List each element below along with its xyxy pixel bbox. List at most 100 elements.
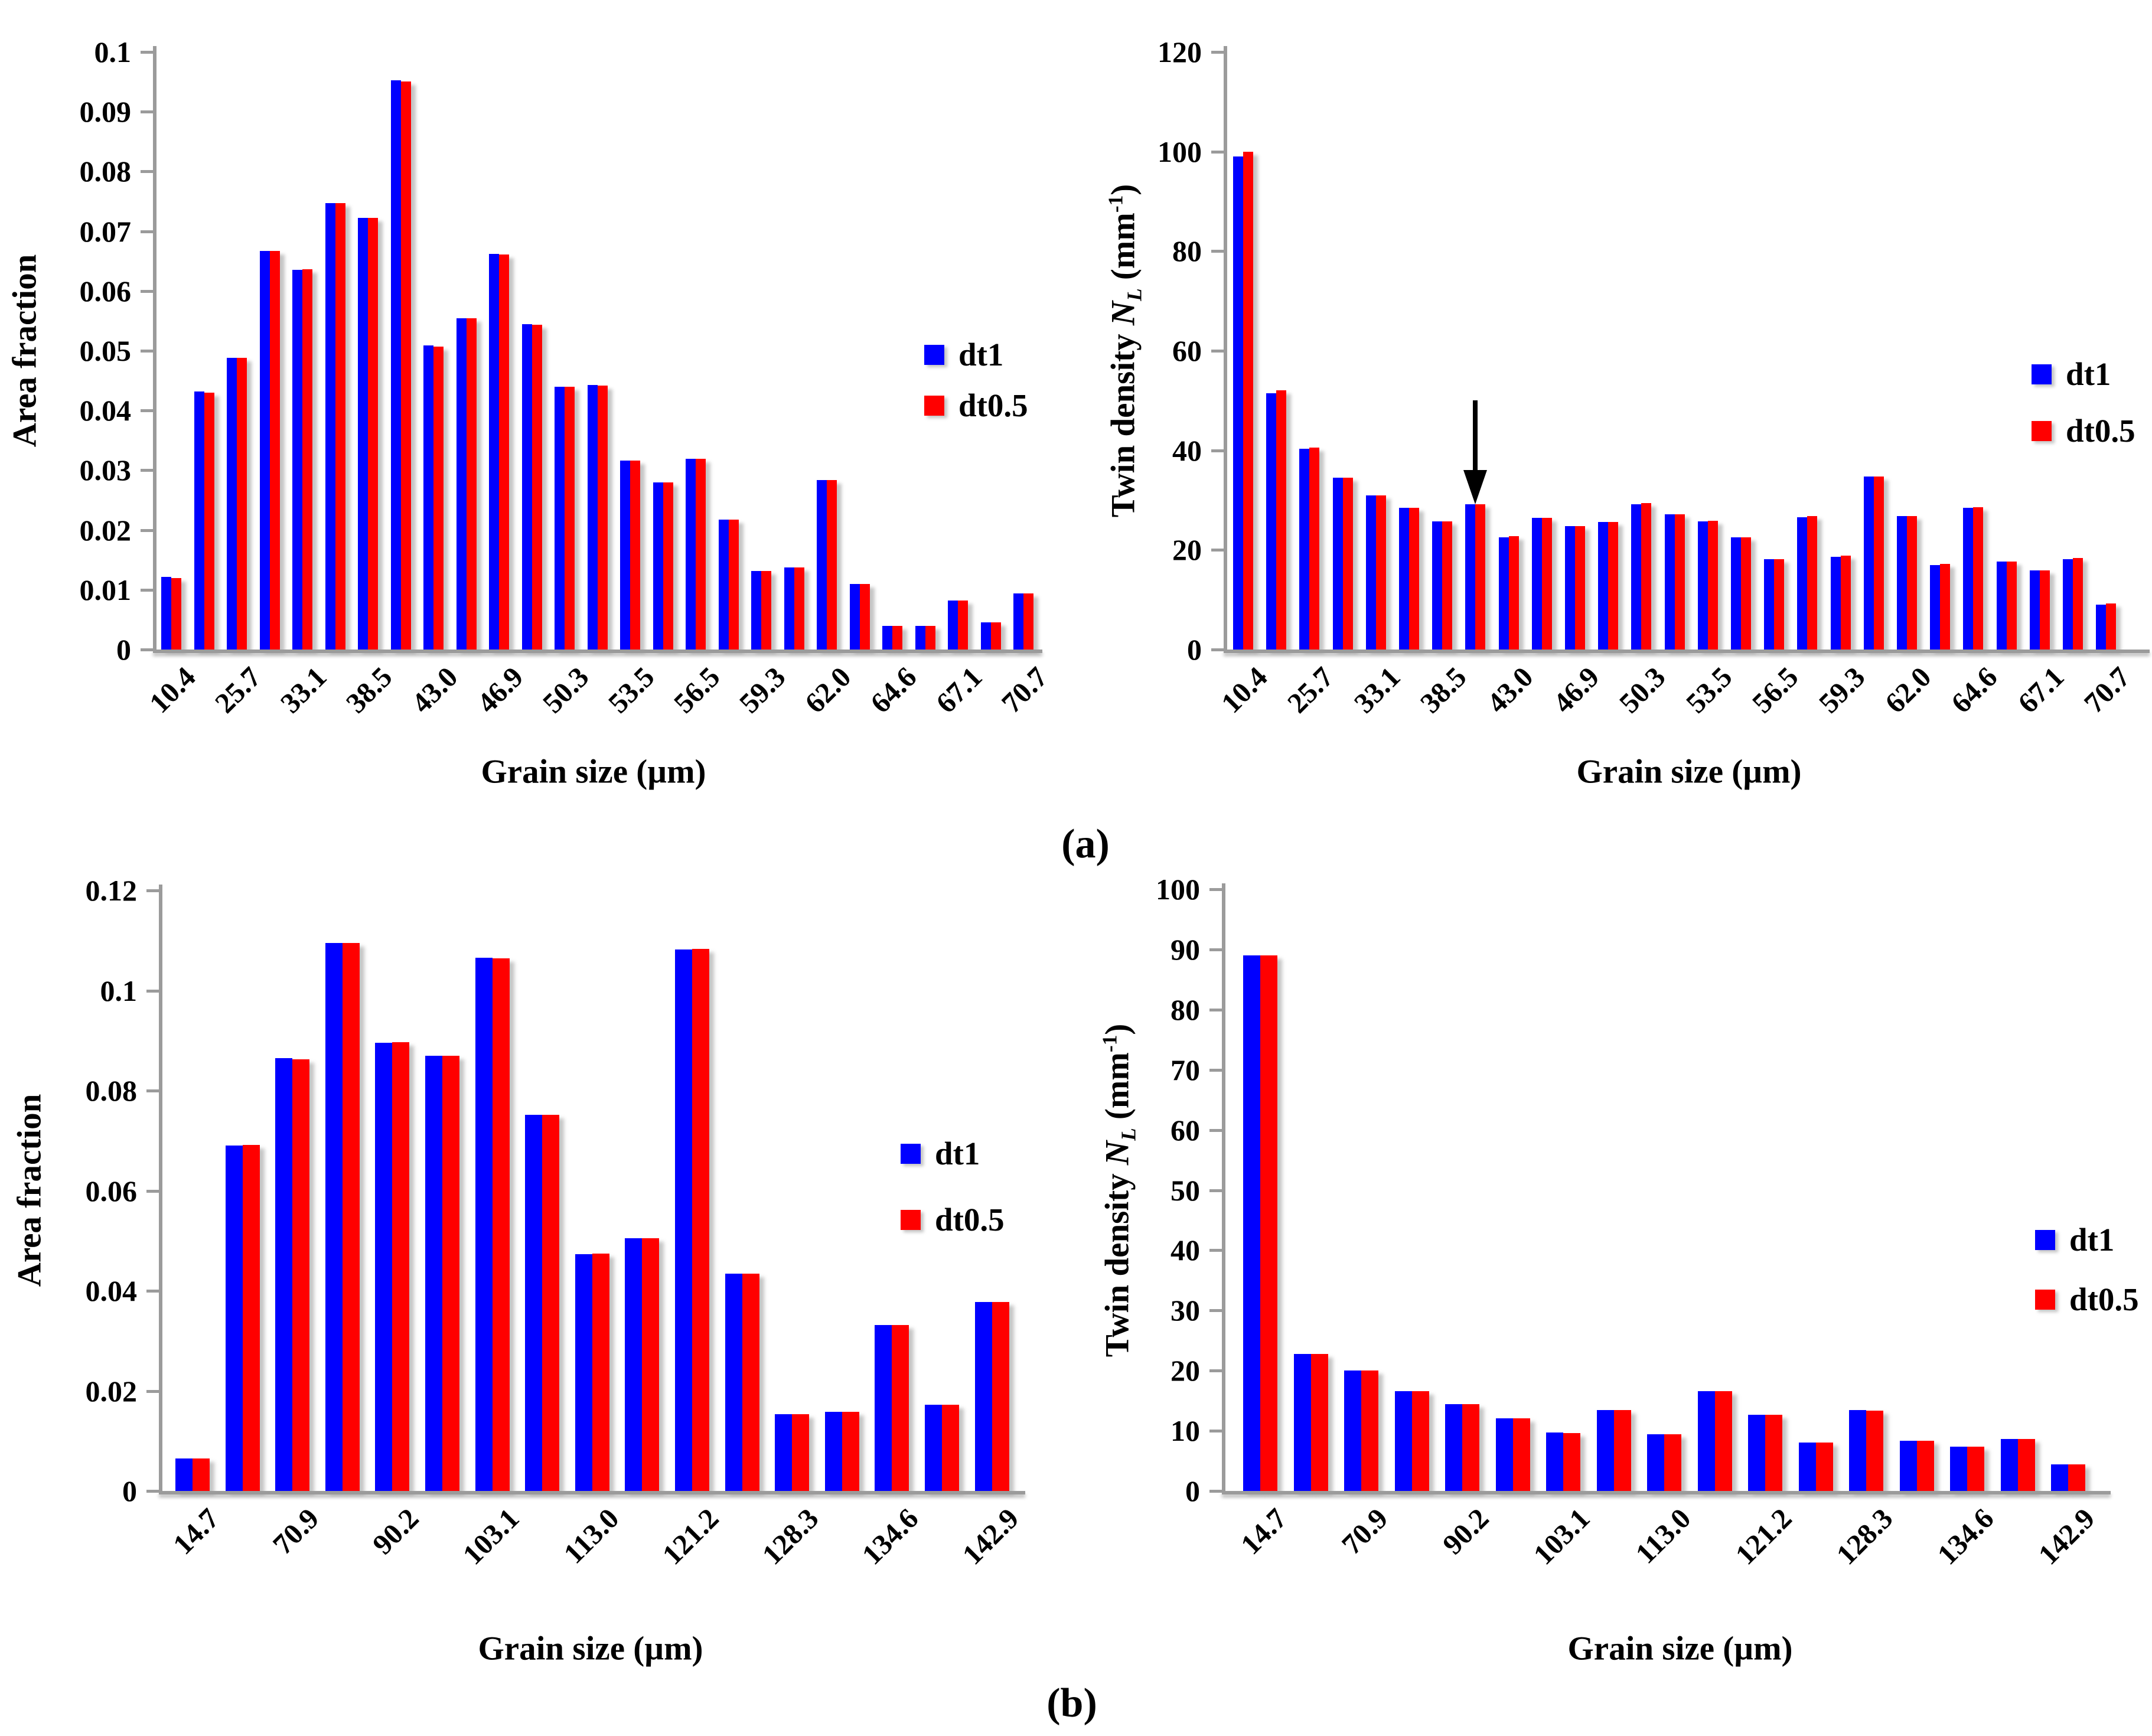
x-tick-label: 134.6: [1931, 1502, 2000, 1571]
y-tick-label: 0.12: [85, 874, 138, 907]
y-tick-mark: [146, 1290, 161, 1293]
y-tick-label: 120: [1157, 35, 1202, 68]
bar-dt1-bin14: [587, 384, 598, 650]
bar-dt0.5-128.3: [792, 1414, 810, 1491]
bar-dt0.5-56.5: [696, 459, 706, 650]
y-tick-mark: [146, 889, 161, 892]
bar-dt1-bin2: [1266, 393, 1277, 650]
y-tick-label: 40: [1170, 1234, 1200, 1267]
panel-label-a: (a): [1061, 821, 1110, 867]
bar-dt0.5-bin12: [1815, 1443, 1833, 1491]
x-tick-label: 90.2: [1436, 1502, 1495, 1561]
bar-dt0.5-134.6: [1967, 1446, 1984, 1491]
y-axis-line: [1222, 883, 1225, 1494]
y-tick-label: 0: [122, 1474, 137, 1507]
bar-dt1-128.3: [1849, 1410, 1866, 1491]
bar-dt0.5-bin10: [1714, 1391, 1732, 1491]
legend-label-dt1: dt1: [935, 1135, 980, 1172]
bar-dt0.5-bin8: [1475, 504, 1486, 650]
bar-dt0.5-62.0: [827, 479, 837, 650]
bar-dt0.5-bin10: [1541, 517, 1552, 650]
bar-dt1-142.9: [2051, 1464, 2068, 1491]
bar-dt1-128.3: [775, 1414, 793, 1491]
bar-dt1-bin24: [915, 625, 925, 650]
y-tick-mark: [1209, 1249, 1224, 1252]
y-tick-label: 90: [1170, 932, 1200, 966]
legend-swatch-dt1: [901, 1144, 921, 1164]
y-tick-mark: [1209, 1490, 1224, 1493]
bar-dt0.5-142.9: [992, 1301, 1009, 1491]
bar-dt0.5-bin14: [1674, 514, 1685, 650]
bar-dt0.5-bin18: [728, 520, 739, 650]
bar-dt0.5-53.5: [1707, 521, 1718, 650]
bar-dt0.5-bin20: [1873, 476, 1884, 650]
bar-dt0.5-25.7: [1309, 448, 1320, 650]
legend-row-dt0.5: dt0.5: [2032, 414, 2135, 448]
x-tick-label: 14.7: [1234, 1502, 1293, 1561]
bar-dt0.5-33.1: [302, 269, 312, 650]
legend-row-dt1: dt1: [924, 338, 1003, 372]
y-tick-mark: [141, 469, 155, 472]
y-tick-mark: [146, 1490, 161, 1493]
bar-dt0.5-bin14: [1916, 1441, 1934, 1491]
bar-dt1-64.6: [1963, 507, 1974, 650]
bar-dt0.5-53.5: [630, 461, 640, 650]
bar-dt1-bin6: [425, 1055, 442, 1491]
x-axis-line: [1224, 650, 2150, 653]
y-axis-line: [1224, 46, 1227, 653]
y-tick-mark: [1209, 888, 1224, 891]
bar-dt1-113.0: [1647, 1434, 1664, 1491]
bar-dt1-bin18: [1797, 517, 1808, 650]
bar-dt1-53.5: [1697, 521, 1708, 650]
bar-dt0.5-56.5: [1774, 559, 1785, 650]
bar-dt1-56.5: [1764, 559, 1775, 650]
bar-dt0.5-134.6: [892, 1324, 909, 1491]
bar-dt0.5-bin14: [597, 385, 608, 650]
bar-dt1-67.1: [2029, 570, 2040, 650]
x-tick-label: 128.3: [1830, 1502, 1899, 1571]
bar-dt1-64.6: [882, 625, 892, 650]
bar-dt1-62.0: [1897, 515, 1907, 650]
bar-dt0.5-bin14: [842, 1412, 859, 1491]
y-tick-label: 50: [1170, 1173, 1200, 1207]
bar-dt0.5-64.6: [892, 625, 902, 650]
bar-dt0.5-bin24: [925, 625, 935, 650]
bar-dt0.5-38.5: [368, 218, 378, 650]
bar-dt0.5-142.9: [2068, 1464, 2085, 1491]
y-tick-label: 0.02: [85, 1374, 138, 1408]
bar-dt1-bin14: [824, 1412, 842, 1491]
legend-swatch-dt1: [924, 345, 944, 365]
legend-swatch-dt1: [2035, 1230, 2055, 1250]
bar-dt0.5-43.0: [1508, 536, 1519, 650]
bar-dt1-bin10: [625, 1238, 643, 1491]
bar-dt1-bin6: [1495, 1418, 1513, 1491]
y-tick-label: 0.08: [85, 1074, 138, 1107]
bar-dt0.5-bin6: [1409, 507, 1419, 650]
bar-dt0.5-bin6: [1512, 1418, 1530, 1491]
legend-label-dt0.5: dt0.5: [958, 387, 1028, 423]
bar-dt0.5-bin26: [990, 622, 1001, 650]
bar-dt1-38.5: [1432, 521, 1443, 650]
bar-dt1-50.3: [1631, 504, 1642, 650]
bar-dt1-67.1: [948, 601, 958, 650]
bar-dt1-103.1: [475, 958, 493, 1491]
bar-dt0.5-bin12: [1608, 522, 1619, 650]
bar-dt1-bin22: [1930, 564, 1941, 650]
legend-row-dt0.5: dt0.5: [901, 1203, 1005, 1237]
y-tick-label: 30: [1170, 1294, 1200, 1327]
y-tick-mark: [141, 289, 155, 293]
x-tick-label: 103.1: [1527, 1502, 1596, 1571]
bar-dt1-90.2: [1445, 1404, 1462, 1491]
x-axis-line: [1222, 1491, 2111, 1494]
y-tick-label: 0.08: [79, 155, 132, 188]
bar-dt0.5-bin22: [859, 583, 870, 650]
bar-dt0.5-10.4: [1243, 151, 1253, 650]
y-tick-mark: [1209, 1430, 1224, 1433]
y-tick-label: 20: [1170, 1354, 1200, 1388]
bar-dt1-43.0: [1498, 537, 1509, 650]
bar-dt1-bin4: [325, 942, 343, 1491]
bar-dt1-134.6: [875, 1324, 892, 1491]
y-tick-mark: [1209, 948, 1224, 951]
bar-dt1-25.7: [227, 358, 237, 650]
